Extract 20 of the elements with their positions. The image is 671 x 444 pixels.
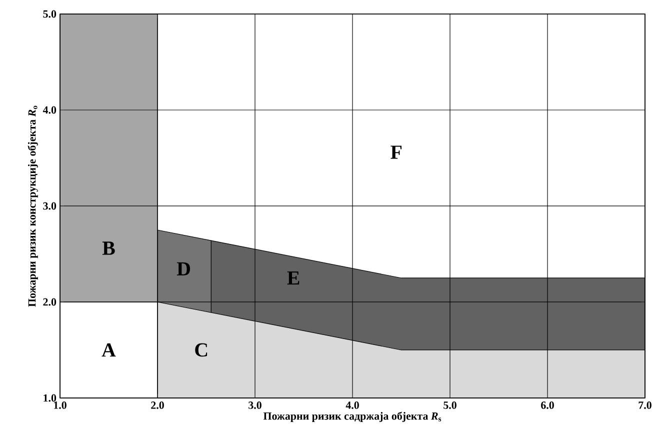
y-tick-label: 3.0 xyxy=(43,202,56,210)
series-label: D xyxy=(176,262,190,276)
series-label: E xyxy=(287,271,300,285)
x-tick-label: 4.0 xyxy=(346,402,359,409)
y-tick-label: 2.0 xyxy=(43,298,56,306)
x-tick-label: 5.0 xyxy=(444,402,456,409)
y-tick-label: 5.0 xyxy=(43,10,56,18)
y-tick-label: 4.0 xyxy=(42,106,56,114)
annotation: F xyxy=(390,146,402,159)
x-axis-title: Пожарни ризик садржаја објекта R$_{s}$ xyxy=(263,412,442,422)
x-tick-label: 3.0 xyxy=(248,402,262,409)
x-tick-label: 7.0 xyxy=(638,402,652,409)
y-tick-label: 1.0 xyxy=(44,394,56,402)
annotation: A xyxy=(102,343,116,357)
y-axis-title: Пожарни ризик конструкције објекта R$_{o}$ xyxy=(28,106,38,307)
series-label: C xyxy=(195,343,208,357)
x-tick-label: 1.0 xyxy=(54,402,66,409)
series-label: B xyxy=(102,242,115,255)
x-tick-label: 6.0 xyxy=(541,402,554,409)
x-tick-label: 2.0 xyxy=(151,402,164,409)
